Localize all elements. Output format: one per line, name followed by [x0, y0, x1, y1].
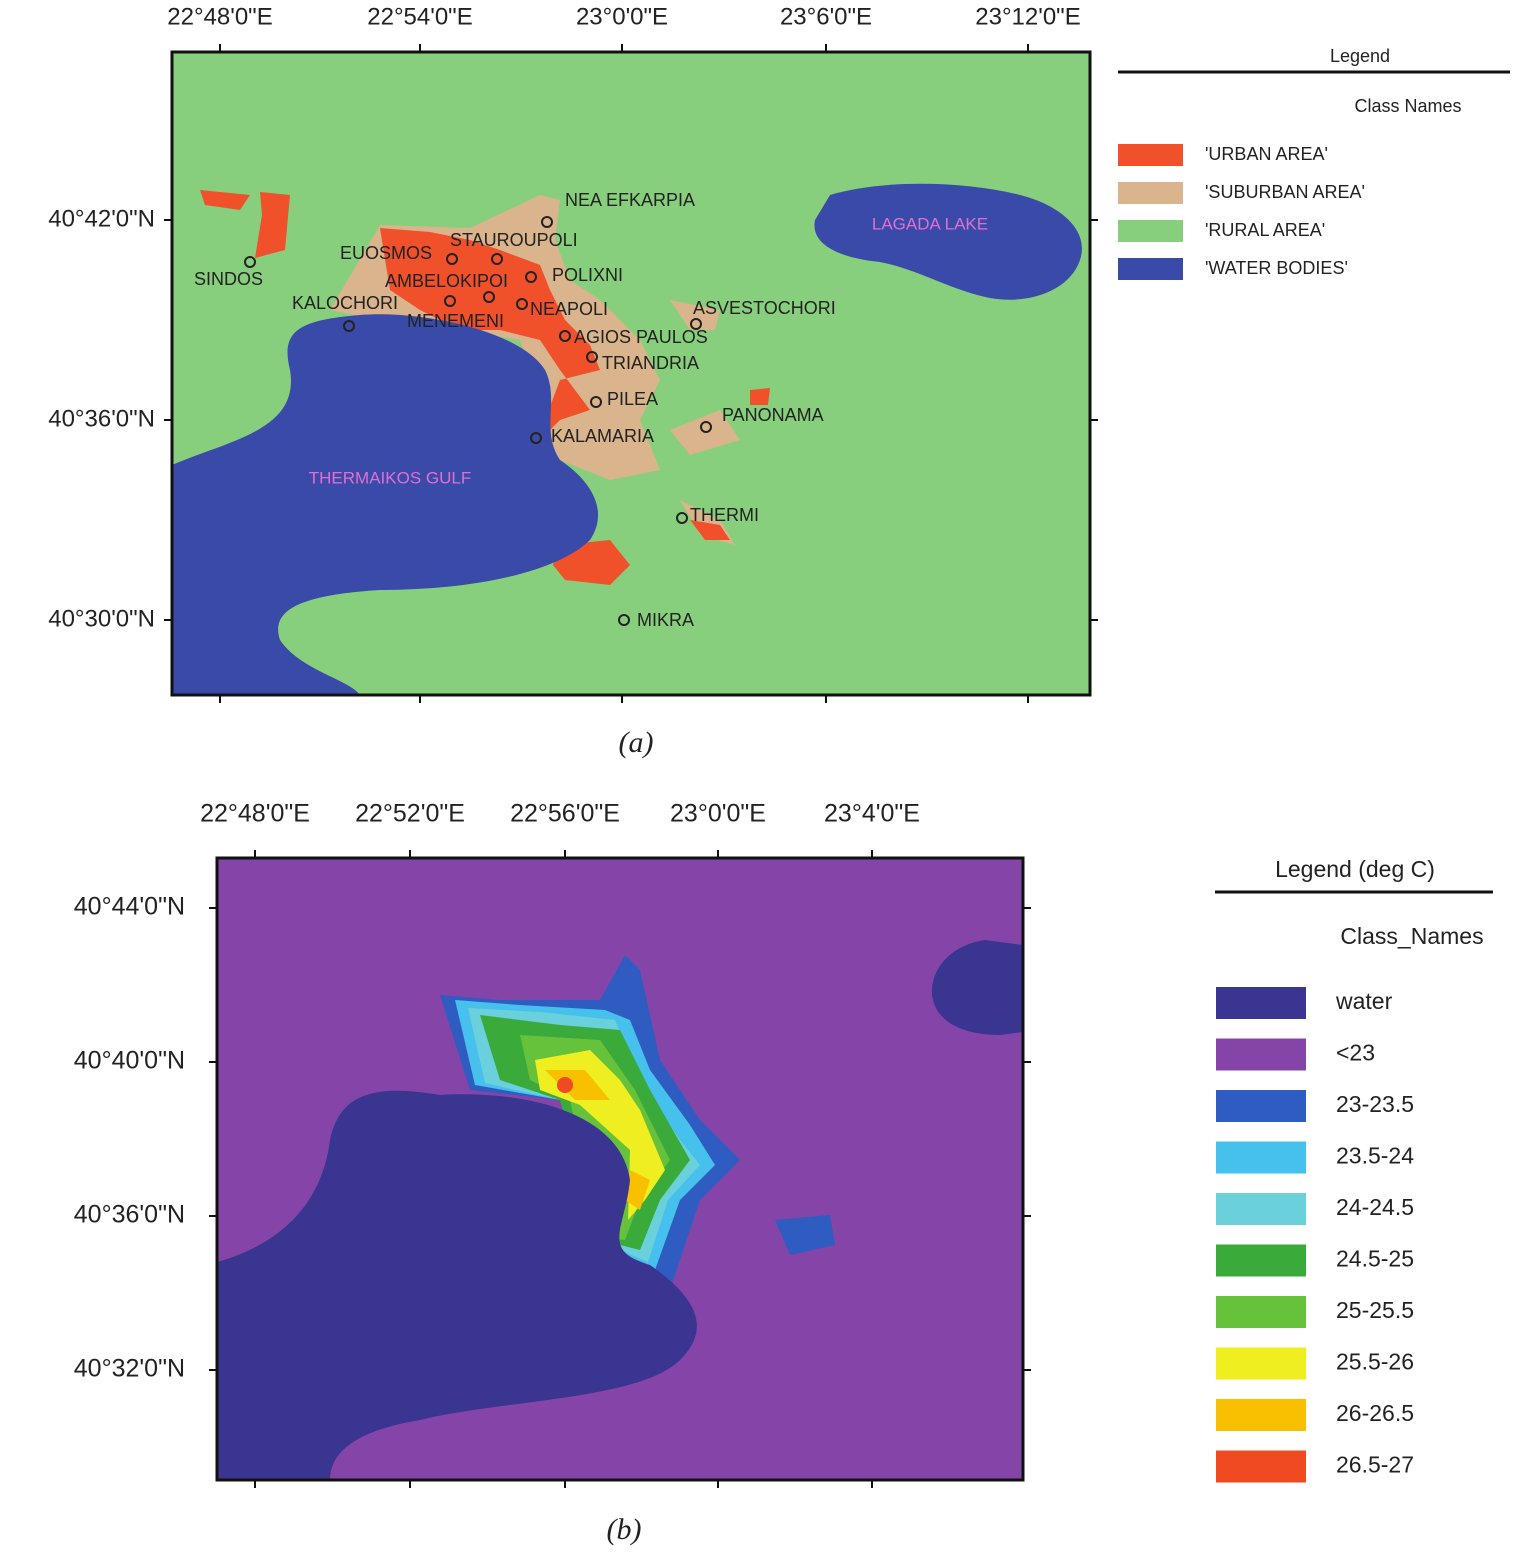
place-marker: [559, 330, 571, 342]
place-label: PANONAMA: [722, 405, 824, 425]
legend-swatch: [1216, 1038, 1306, 1071]
water-label: THERMAIKOS GULF: [309, 468, 471, 487]
legend-label: 'WATER BODIES': [1205, 258, 1348, 278]
legend-swatch: [1216, 1141, 1306, 1174]
place-marker: [444, 295, 456, 307]
legend-label: 23-23.5: [1336, 1091, 1414, 1117]
place-marker: [676, 512, 688, 524]
place-label: POLIXNI: [552, 265, 623, 285]
lat-tick-label: 40°30'0"N: [48, 605, 155, 632]
legend-label: 24-24.5: [1336, 1194, 1414, 1220]
legend-swatch: [1216, 1347, 1306, 1380]
lon-tick-label: 22°48'0"E: [167, 3, 272, 30]
legend-swatch: [1118, 220, 1183, 242]
legend-subtitle: Class Names: [1354, 96, 1461, 116]
map-frame: [215, 856, 1025, 1482]
place-marker: [530, 432, 542, 444]
place-label: MIKRA: [637, 610, 694, 630]
lat-tick-label: 40°44'0"N: [74, 893, 185, 921]
lon-tick-label: 23°4'0"E: [824, 800, 920, 828]
gulf: [172, 314, 599, 695]
lon-tick-label: 23°6'0"E: [780, 3, 872, 30]
lat-tick-label: 40°36'0"N: [74, 1201, 185, 1229]
legend-swatch: [1216, 1296, 1306, 1328]
temperature-zone: [557, 1077, 573, 1093]
place-label: SINDOS: [194, 269, 263, 289]
legend-label: <23: [1336, 1040, 1375, 1066]
lat-tick-label: 40°40'0"N: [74, 1047, 185, 1075]
place-label: PILEA: [607, 389, 658, 409]
place-label: NEA EFKARPIA: [565, 190, 695, 210]
legend-subtitle: Class_Names: [1340, 923, 1483, 949]
place-marker: [690, 318, 702, 330]
water-label: LAGADA LAKE: [872, 214, 988, 233]
lat-tick-label: 40°32'0"N: [74, 1355, 185, 1383]
place-marker: [516, 298, 528, 310]
place-label: TRIANDRIA: [602, 353, 699, 373]
place-label: STAUROUPOLI: [450, 230, 578, 250]
place-marker: [491, 253, 503, 265]
lake: [931, 940, 1023, 1035]
lon-tick-label: 23°12'0"E: [975, 3, 1080, 30]
legend-label: 'URBAN AREA': [1205, 144, 1328, 164]
caption: (b): [607, 1513, 642, 1546]
legend-label: 'RURAL AREA': [1205, 220, 1325, 240]
lat-tick-label: 40°42'0"N: [48, 205, 155, 232]
temperature-zone: [545, 1070, 650, 1210]
legend-label: 26-26.5: [1336, 1400, 1414, 1426]
legend-title: Legend (deg C): [1275, 856, 1435, 882]
lon-tick-label: 23°0'0"E: [576, 3, 668, 30]
legend-label: 23.5-24: [1336, 1143, 1414, 1169]
map-frame: [170, 50, 1092, 697]
place-label: NEAPOLI: [530, 299, 608, 319]
place-marker: [700, 421, 712, 433]
lon-tick-label: 22°56'0"E: [510, 800, 620, 828]
urban-area: [200, 190, 770, 585]
place-label: AMBELOKIPOI: [385, 271, 508, 291]
place-label: AGIOS PAULOS: [574, 327, 708, 347]
place-label: EUOSMOS: [340, 243, 432, 263]
lon-tick-label: 22°54'0"E: [367, 3, 472, 30]
legend-label: 25.5-26: [1336, 1349, 1414, 1375]
place-label: MENEMENI: [407, 311, 504, 331]
place-marker: [586, 351, 598, 363]
caption: (a): [619, 726, 654, 759]
legend-swatch: [1118, 182, 1183, 204]
legend-swatch: [1216, 1193, 1306, 1225]
place-marker: [590, 396, 602, 408]
legend-swatch: [1118, 258, 1183, 280]
gulf: [217, 1090, 697, 1480]
place-label: KALAMARIA: [551, 426, 654, 446]
place-label: KALOCHORI: [292, 293, 398, 313]
legend-swatch: [1216, 987, 1306, 1019]
legend-label: 25-25.5: [1336, 1297, 1414, 1323]
place-marker: [483, 291, 495, 303]
place-label: THERMI: [690, 505, 759, 525]
place-marker: [618, 614, 630, 626]
lat-tick-label: 40°36'0"N: [48, 405, 155, 432]
place-marker: [244, 256, 256, 268]
place-label: ASVESTOCHORI: [693, 298, 836, 318]
place-marker: [541, 216, 553, 228]
lon-tick-label: 22°48'0"E: [200, 800, 310, 828]
legend-swatch: [1216, 1450, 1306, 1483]
legend-label: water: [1335, 988, 1393, 1014]
legend-swatch: [1216, 1399, 1306, 1431]
lake: [814, 183, 1082, 300]
legend-title: Legend: [1330, 46, 1390, 66]
legend-swatch: [1216, 1244, 1306, 1277]
legend-swatch: [1216, 1090, 1306, 1122]
legend-label: 24.5-25: [1336, 1246, 1414, 1272]
lon-tick-label: 22°52'0"E: [355, 800, 465, 828]
place-marker: [525, 271, 537, 283]
place-marker: [446, 253, 458, 265]
place-marker: [343, 320, 355, 332]
lon-tick-label: 23°0'0"E: [670, 800, 766, 828]
legend-swatch: [1118, 144, 1183, 166]
legend-label: 'SUBURBAN AREA': [1205, 182, 1365, 202]
legend-label: 26.5-27: [1336, 1452, 1414, 1478]
